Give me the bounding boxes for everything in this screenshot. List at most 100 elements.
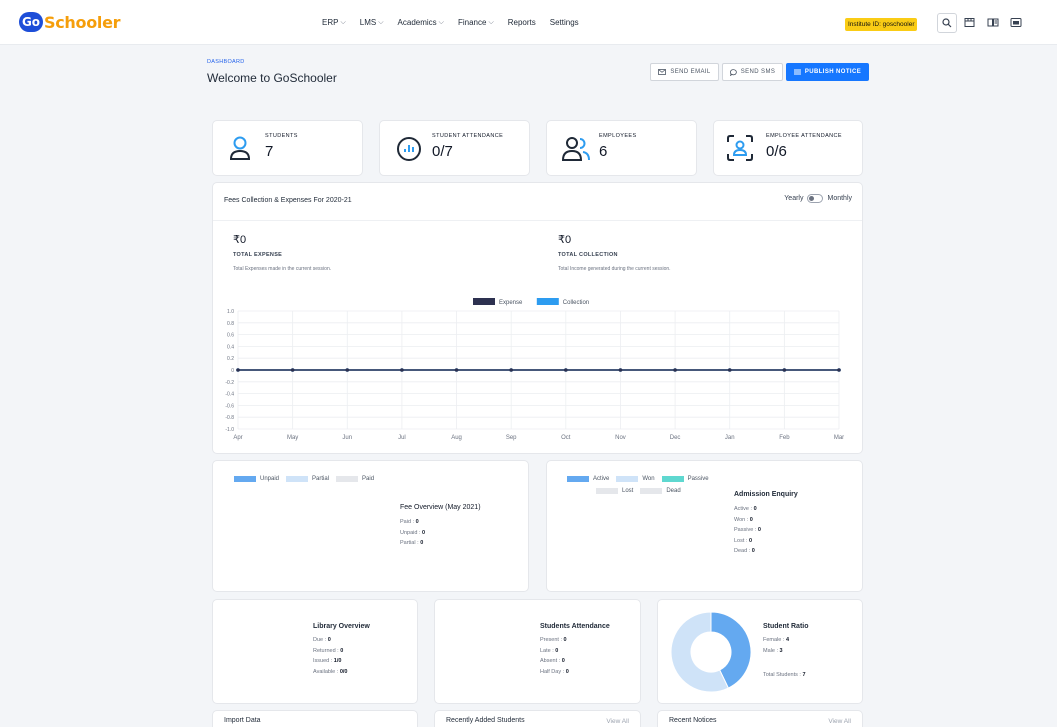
fees-collection-card: Fees Collection & Expenses For 2020-21 Y… — [212, 182, 863, 454]
chart-legend: Expense Collection — [473, 298, 589, 306]
y-tick-label: 0 — [231, 368, 234, 374]
book-icon[interactable] — [987, 17, 999, 28]
main-nav: ERP ⌵ LMS ⌵ Academics ⌵ Finance ⌵ Reports Se… — [322, 18, 579, 27]
stat-label: STUDENTS — [265, 133, 298, 139]
legend-swatch — [567, 476, 589, 482]
total-expense-amount: ₹0 — [233, 234, 247, 246]
stat-card-student-attendance[interactable]: STUDENT ATTENDANCE 0/7 — [379, 120, 530, 176]
recent-students-view-all[interactable]: View All — [606, 718, 629, 725]
data-point-expense — [837, 368, 841, 372]
store-icon[interactable] — [964, 17, 975, 28]
y-tick-label: -0.6 — [225, 403, 234, 409]
list-icon — [793, 69, 801, 75]
chevron-down-icon: ⌵ — [438, 18, 444, 26]
stat-value: 7 — [265, 143, 274, 160]
total-expense-label: TOTAL EXPENSE — [233, 252, 283, 258]
library-overview-card: Library Overview Due : 0 Returned : 0 Is… — [212, 599, 418, 704]
stat-label: EMPLOYEES — [599, 133, 637, 139]
legend-label: Won — [642, 476, 655, 482]
top-bar: Go Schooler ERP ⌵ LMS ⌵ Academics ⌵ Finance… — [0, 0, 1057, 45]
nav-finance[interactable]: Finance ⌵ — [457, 18, 494, 27]
import-data-title: Import Data — [224, 717, 261, 724]
nav-lms[interactable]: LMS ⌵ — [359, 18, 384, 27]
legend-label: Dead — [666, 488, 681, 494]
library-title: Library Overview — [313, 623, 370, 630]
toggle-switch[interactable] — [807, 194, 824, 203]
data-point-expense — [290, 368, 295, 372]
y-tick-label: 0.2 — [227, 356, 234, 362]
y-tick-label: 0.8 — [227, 321, 234, 327]
nav-erp[interactable]: ERP ⌵ — [322, 18, 346, 27]
nav-settings[interactable]: Settings — [549, 18, 579, 27]
recent-notices-view-all[interactable]: View All — [828, 718, 851, 725]
data-point-expense — [400, 368, 404, 372]
legend-swatch — [616, 476, 639, 482]
legend-swatch — [536, 298, 559, 305]
institute-id-badge: Institute ID: goschooler — [845, 18, 918, 31]
data-point-expense — [673, 368, 677, 372]
fee-overview-legend: Unpaid Partial Paid — [234, 476, 374, 482]
publish-notice-button[interactable]: PUBLISH NOTICE — [786, 63, 869, 81]
period-toggle[interactable]: Yearly Monthly — [784, 194, 852, 203]
fees-title: Fees Collection & Expenses For 2020-21 — [224, 197, 352, 204]
x-tick-label: Jun — [342, 435, 352, 441]
window-icon[interactable] — [1010, 17, 1022, 28]
logo-mark: Go — [19, 12, 43, 32]
divider — [213, 220, 862, 221]
legend-label: Partial — [312, 476, 330, 482]
chevron-down-icon: ⌵ — [340, 18, 346, 26]
admission-legend: Active Won Passive — [567, 476, 709, 482]
nav-academics[interactable]: Academics ⌵ — [397, 18, 444, 27]
legend-label: Collection — [563, 300, 589, 306]
student-ratio-card: Student Ratio Female : 4 Male : 3 Total … — [657, 599, 863, 704]
y-tick-label: -0.2 — [225, 380, 234, 386]
stat-label: STUDENT ATTENDANCE — [432, 133, 504, 139]
donut-slice-male — [710, 611, 752, 689]
legend-swatch — [596, 488, 618, 494]
stat-label: EMPLOYEE ATTENDANCE — [766, 133, 842, 139]
students-attendance-values: Present : 0 Late : 0 Absent : 0 Half Day… — [540, 637, 569, 675]
x-tick-label: Feb — [779, 435, 790, 441]
x-tick-label: May — [287, 435, 298, 441]
send-email-button[interactable]: SEND EMAIL — [650, 63, 719, 81]
import-data-card[interactable]: Import Data — [212, 710, 418, 727]
stat-card-employee-attendance[interactable]: EMPLOYEE ATTENDANCE 0/6 — [713, 120, 863, 176]
users-icon — [562, 137, 590, 161]
admission-title: Admission Enquiry — [734, 491, 798, 498]
chevron-down-icon: ⌵ — [488, 18, 494, 26]
admission-legend-row-2: Lost Dead — [596, 488, 681, 494]
send-sms-button[interactable]: SEND SMS — [722, 63, 783, 81]
x-tick-label: Nov — [615, 435, 626, 441]
stat-value: 0/7 — [432, 143, 453, 160]
page-title: Welcome to GoSchooler — [207, 71, 337, 85]
breadcrumb[interactable]: DASHBOARD — [207, 59, 245, 65]
recent-students-title: Recently Added Students — [446, 717, 525, 724]
total-collection-desc: Total Income generated during the curren… — [558, 266, 671, 272]
legend-label: Active — [593, 476, 610, 482]
total-expense-desc: Total Expenses made in the current sessi… — [233, 266, 332, 272]
x-tick-label: Oct — [561, 435, 571, 441]
toggle-left-label: Yearly — [784, 195, 804, 202]
y-tick-label: 1.0 — [227, 309, 234, 315]
search-button[interactable] — [937, 13, 957, 33]
data-point-expense — [564, 368, 568, 372]
chat-bubble-icon — [729, 68, 737, 76]
data-point-expense — [454, 368, 459, 372]
y-tick-label: -1.0 — [225, 427, 234, 433]
stat-card-students[interactable]: STUDENTS 7 — [212, 120, 363, 176]
y-tick-label: -0.4 — [225, 392, 234, 398]
stat-card-employees[interactable]: EMPLOYEES 6 — [546, 120, 697, 176]
admission-values: Active : 0 Won : 0 Passive : 0 Lost : 0 … — [734, 506, 761, 554]
nav-reports[interactable]: Reports — [507, 18, 536, 27]
data-point-expense — [618, 368, 623, 372]
x-tick-label: Jan — [725, 435, 735, 441]
legend-swatch — [286, 476, 309, 482]
student-ratio-donut — [670, 611, 752, 693]
data-point-expense — [236, 368, 240, 372]
stat-value: 6 — [599, 143, 608, 160]
legend-swatch — [661, 476, 684, 482]
fee-overview-title: Fee Overview (May 2021) — [400, 504, 481, 511]
user-icon — [229, 136, 251, 160]
brand-logo[interactable]: Go Schooler — [19, 12, 121, 32]
mail-icon — [658, 69, 667, 75]
